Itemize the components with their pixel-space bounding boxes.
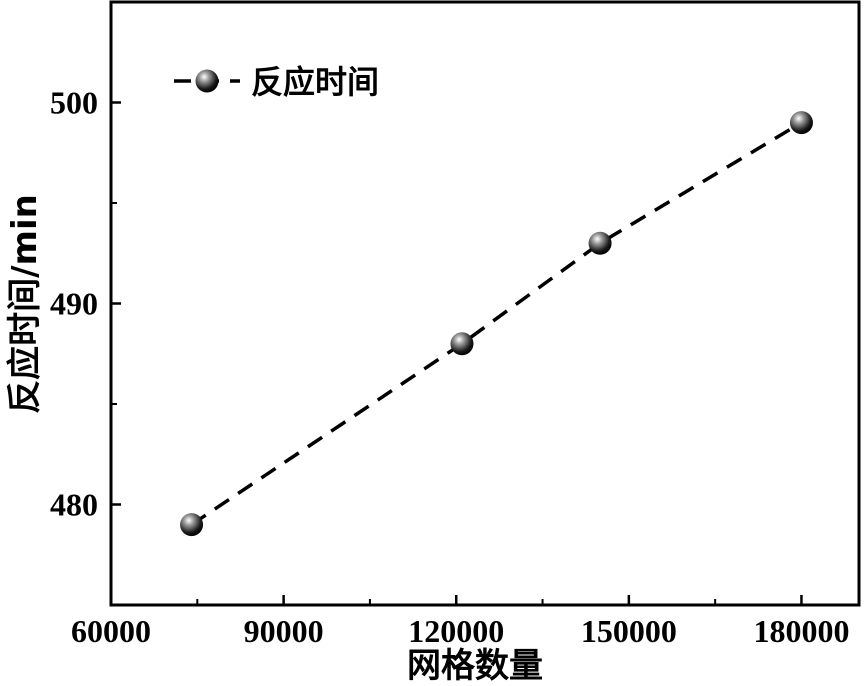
series-lines: [190, 121, 803, 527]
y-tick-label: 480: [50, 487, 98, 523]
y-axis-ticks: [111, 101, 121, 506]
data-point: [588, 231, 612, 255]
plot-frame: [109, 0, 861, 607]
series-line: [190, 121, 803, 527]
y-axis-tick-labels: 480 490 500: [50, 85, 98, 523]
legend-marker: [195, 69, 219, 93]
x-tick-label: 180000: [753, 613, 849, 649]
x-axis-title: 网格数量: [407, 646, 543, 686]
data-point: [450, 332, 474, 356]
y-tick-label: 500: [50, 85, 98, 121]
legend-label: 反应时间: [251, 63, 379, 101]
data-point: [789, 111, 813, 135]
data-point: [180, 513, 204, 537]
x-axis-ticks: [109, 595, 803, 605]
y-tick-label: 490: [50, 286, 98, 322]
legend: 反应时间: [174, 63, 379, 101]
y-axis-title: 反应时间/min: [5, 194, 45, 414]
x-axis-tick-labels: 60000 90000 120000 150000 180000: [71, 613, 849, 649]
series-points: [180, 111, 813, 537]
x-tick-label: 90000: [244, 613, 324, 649]
x-tick-label: 120000: [408, 613, 504, 649]
x-tick-label: 60000: [71, 613, 151, 649]
x-tick-label: 150000: [581, 613, 677, 649]
